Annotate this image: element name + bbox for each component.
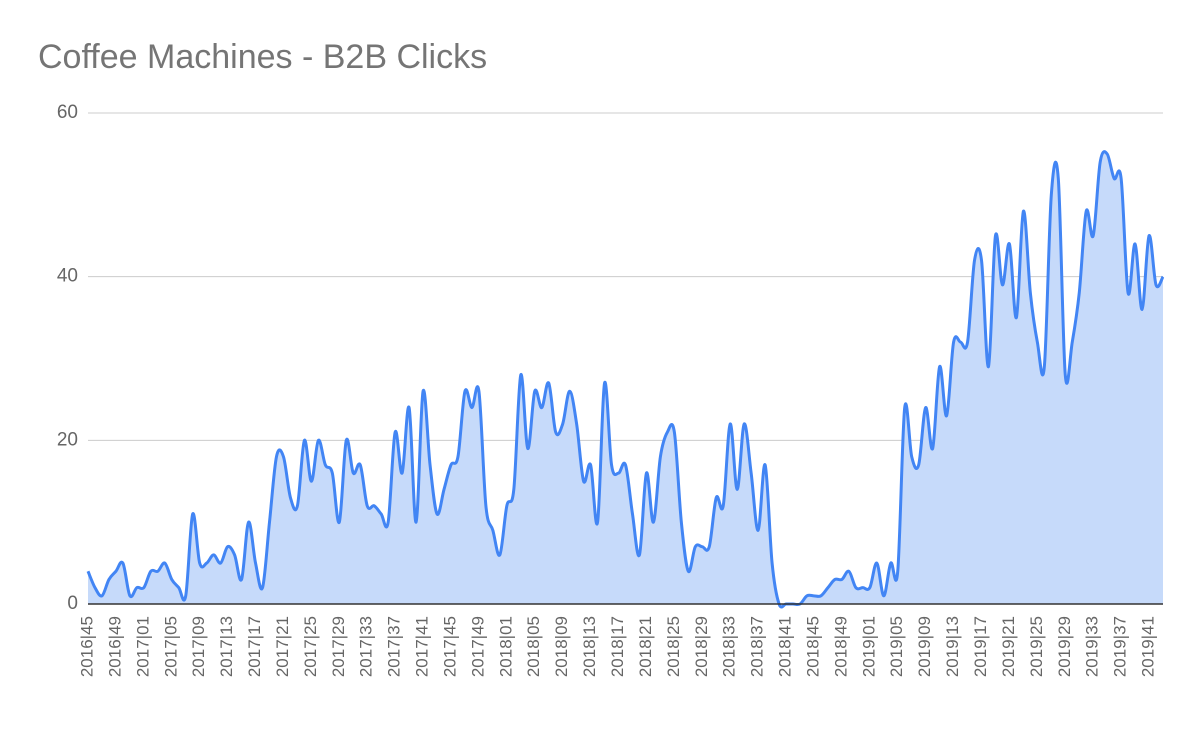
x-tick-label: 2017|17	[245, 616, 264, 677]
y-tick-label: 60	[57, 102, 78, 123]
chart-title: Coffee Machines - B2B Clicks	[38, 38, 487, 76]
x-tick-label: 2019|29	[1055, 616, 1074, 677]
x-tick-label: 2018|21	[636, 616, 655, 677]
line	[86, 150, 1165, 609]
x-tick-label: 2018|37	[748, 616, 767, 677]
x-tick-label: 2019|21	[999, 616, 1018, 677]
y-tick-label: 20	[57, 429, 78, 450]
x-tick-label: 2018|29	[692, 616, 711, 677]
x-tick-label: 2018|09	[552, 616, 571, 677]
y-tick-label: 0	[67, 593, 78, 614]
x-tick-label: 2017|05	[161, 616, 180, 677]
x-tick-label: 2017|41	[413, 616, 432, 677]
x-tick-label: 2017|37	[385, 616, 404, 677]
x-tick-label: 2017|21	[273, 616, 292, 677]
x-tick-label: 2017|45	[440, 616, 459, 677]
x-tick-label: 2018|49	[831, 616, 850, 677]
x-tick-label: 2018|33	[720, 616, 739, 677]
x-tick-label: 2018|45	[803, 616, 822, 677]
x-tick-label: 2019|25	[1027, 616, 1046, 677]
area	[88, 151, 1163, 608]
x-tick-label: 2019|13	[943, 616, 962, 677]
x-tick-label: 2017|09	[189, 616, 208, 677]
x-tick-label: 2018|05	[524, 616, 543, 677]
x-tick-label: 2018|41	[776, 616, 795, 677]
x-tick-label: 2017|29	[329, 616, 348, 677]
x-tick-label: 2019|05	[887, 616, 906, 677]
x-tick-label: 2017|13	[217, 616, 236, 677]
x-tick-label: 2016|49	[105, 616, 124, 677]
x-tick-label: 2019|09	[915, 616, 934, 677]
x-tick-label: 2018|13	[580, 616, 599, 677]
x-tick-label: 2019|01	[859, 616, 878, 677]
x-tick-label: 2019|37	[1111, 616, 1130, 677]
x-tick-label: 2019|33	[1083, 616, 1102, 677]
x-tick-label: 2019|17	[971, 616, 990, 677]
x-tick-label: 2017|49	[468, 616, 487, 677]
x-tick-label: 2016|45	[77, 616, 96, 677]
x-tick-label: 2019|41	[1139, 616, 1158, 677]
x-tick-label: 2018|01	[496, 616, 515, 677]
x-tick-label: 2017|33	[357, 616, 376, 677]
x-tick-label: 2018|17	[608, 616, 627, 677]
y-tick-label: 40	[57, 266, 78, 287]
x-tick-label: 2017|25	[301, 616, 320, 677]
x-tick-label: 2017|01	[133, 616, 152, 677]
x-tick-label: 2018|25	[664, 616, 683, 677]
